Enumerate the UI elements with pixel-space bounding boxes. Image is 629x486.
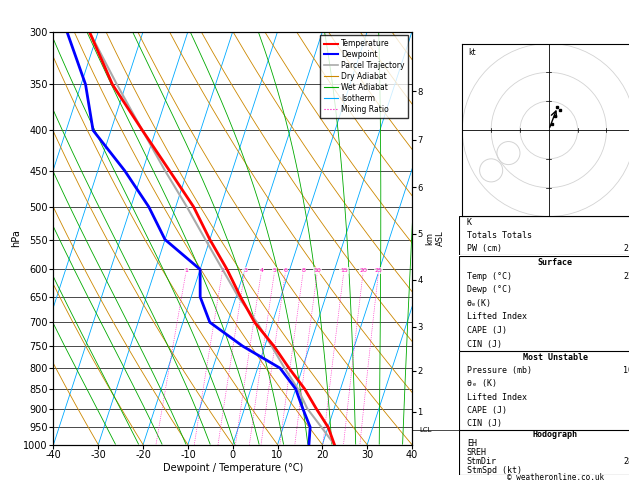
Text: 25: 25 — [375, 268, 382, 273]
Text: CAPE (J): CAPE (J) — [467, 326, 507, 335]
Text: Temp (°C): Temp (°C) — [467, 272, 512, 280]
Text: EH: EH — [467, 439, 477, 448]
Text: Hodograph: Hodograph — [533, 430, 577, 439]
Text: Totals Totals: Totals Totals — [467, 231, 532, 240]
Text: θₑ (K): θₑ (K) — [467, 380, 497, 388]
Text: StmSpd (kt): StmSpd (kt) — [467, 466, 522, 475]
Text: CIN (J): CIN (J) — [467, 418, 502, 428]
Text: θₑ(K): θₑ(K) — [467, 299, 492, 308]
Text: Lifted Index: Lifted Index — [467, 393, 527, 401]
Text: PW (cm): PW (cm) — [467, 244, 502, 253]
Text: Most Unstable: Most Unstable — [523, 353, 587, 363]
Text: 6: 6 — [284, 268, 287, 273]
Text: 329: 329 — [628, 299, 629, 308]
Text: 4: 4 — [260, 268, 264, 273]
Text: © weatheronline.co.uk: © weatheronline.co.uk — [506, 473, 604, 482]
Y-axis label: km
ASL: km ASL — [426, 230, 445, 246]
Text: 15: 15 — [340, 268, 348, 273]
Text: CAPE (J): CAPE (J) — [467, 405, 507, 415]
Text: 2: 2 — [221, 268, 225, 273]
Text: StmDir: StmDir — [467, 457, 497, 466]
Text: 1: 1 — [184, 268, 188, 273]
Text: 284°: 284° — [623, 457, 629, 466]
Text: K: K — [467, 218, 472, 227]
Text: kt: kt — [468, 48, 476, 57]
X-axis label: Dewpoint / Temperature (°C): Dewpoint / Temperature (°C) — [163, 463, 303, 473]
Text: 20: 20 — [359, 268, 367, 273]
Text: 22.7: 22.7 — [623, 272, 629, 280]
Text: 329: 329 — [628, 380, 629, 388]
Text: CIN (J): CIN (J) — [467, 340, 502, 348]
Text: Pressure (mb): Pressure (mb) — [467, 366, 532, 376]
Text: 2.25: 2.25 — [623, 244, 629, 253]
Text: 8: 8 — [301, 268, 305, 273]
Text: 10: 10 — [314, 268, 321, 273]
Text: Lifted Index: Lifted Index — [467, 312, 527, 321]
Text: 5: 5 — [273, 268, 277, 273]
Text: 1011: 1011 — [623, 366, 629, 376]
Text: LCL: LCL — [419, 427, 431, 433]
Y-axis label: hPa: hPa — [11, 229, 21, 247]
Text: 3: 3 — [243, 268, 247, 273]
Text: Surface: Surface — [538, 258, 572, 267]
Text: Dewp (°C): Dewp (°C) — [467, 285, 512, 294]
Text: SREH: SREH — [467, 448, 487, 457]
Legend: Temperature, Dewpoint, Parcel Trajectory, Dry Adiabat, Wet Adiabat, Isotherm, Mi: Temperature, Dewpoint, Parcel Trajectory… — [320, 35, 408, 118]
